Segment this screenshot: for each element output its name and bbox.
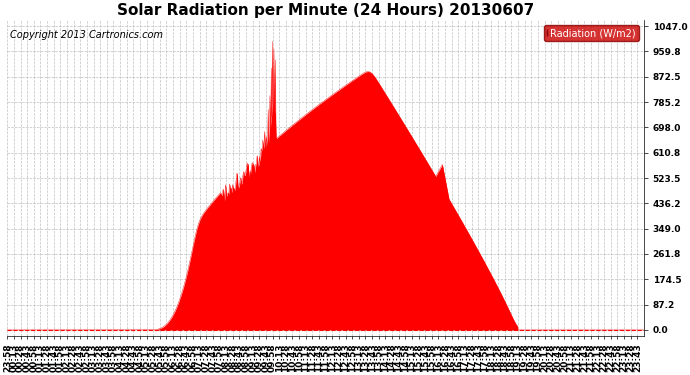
Legend: Radiation (W/m2): Radiation (W/m2) <box>544 25 639 41</box>
Text: Copyright 2013 Cartronics.com: Copyright 2013 Cartronics.com <box>10 30 164 40</box>
Title: Solar Radiation per Minute (24 Hours) 20130607: Solar Radiation per Minute (24 Hours) 20… <box>117 3 534 18</box>
